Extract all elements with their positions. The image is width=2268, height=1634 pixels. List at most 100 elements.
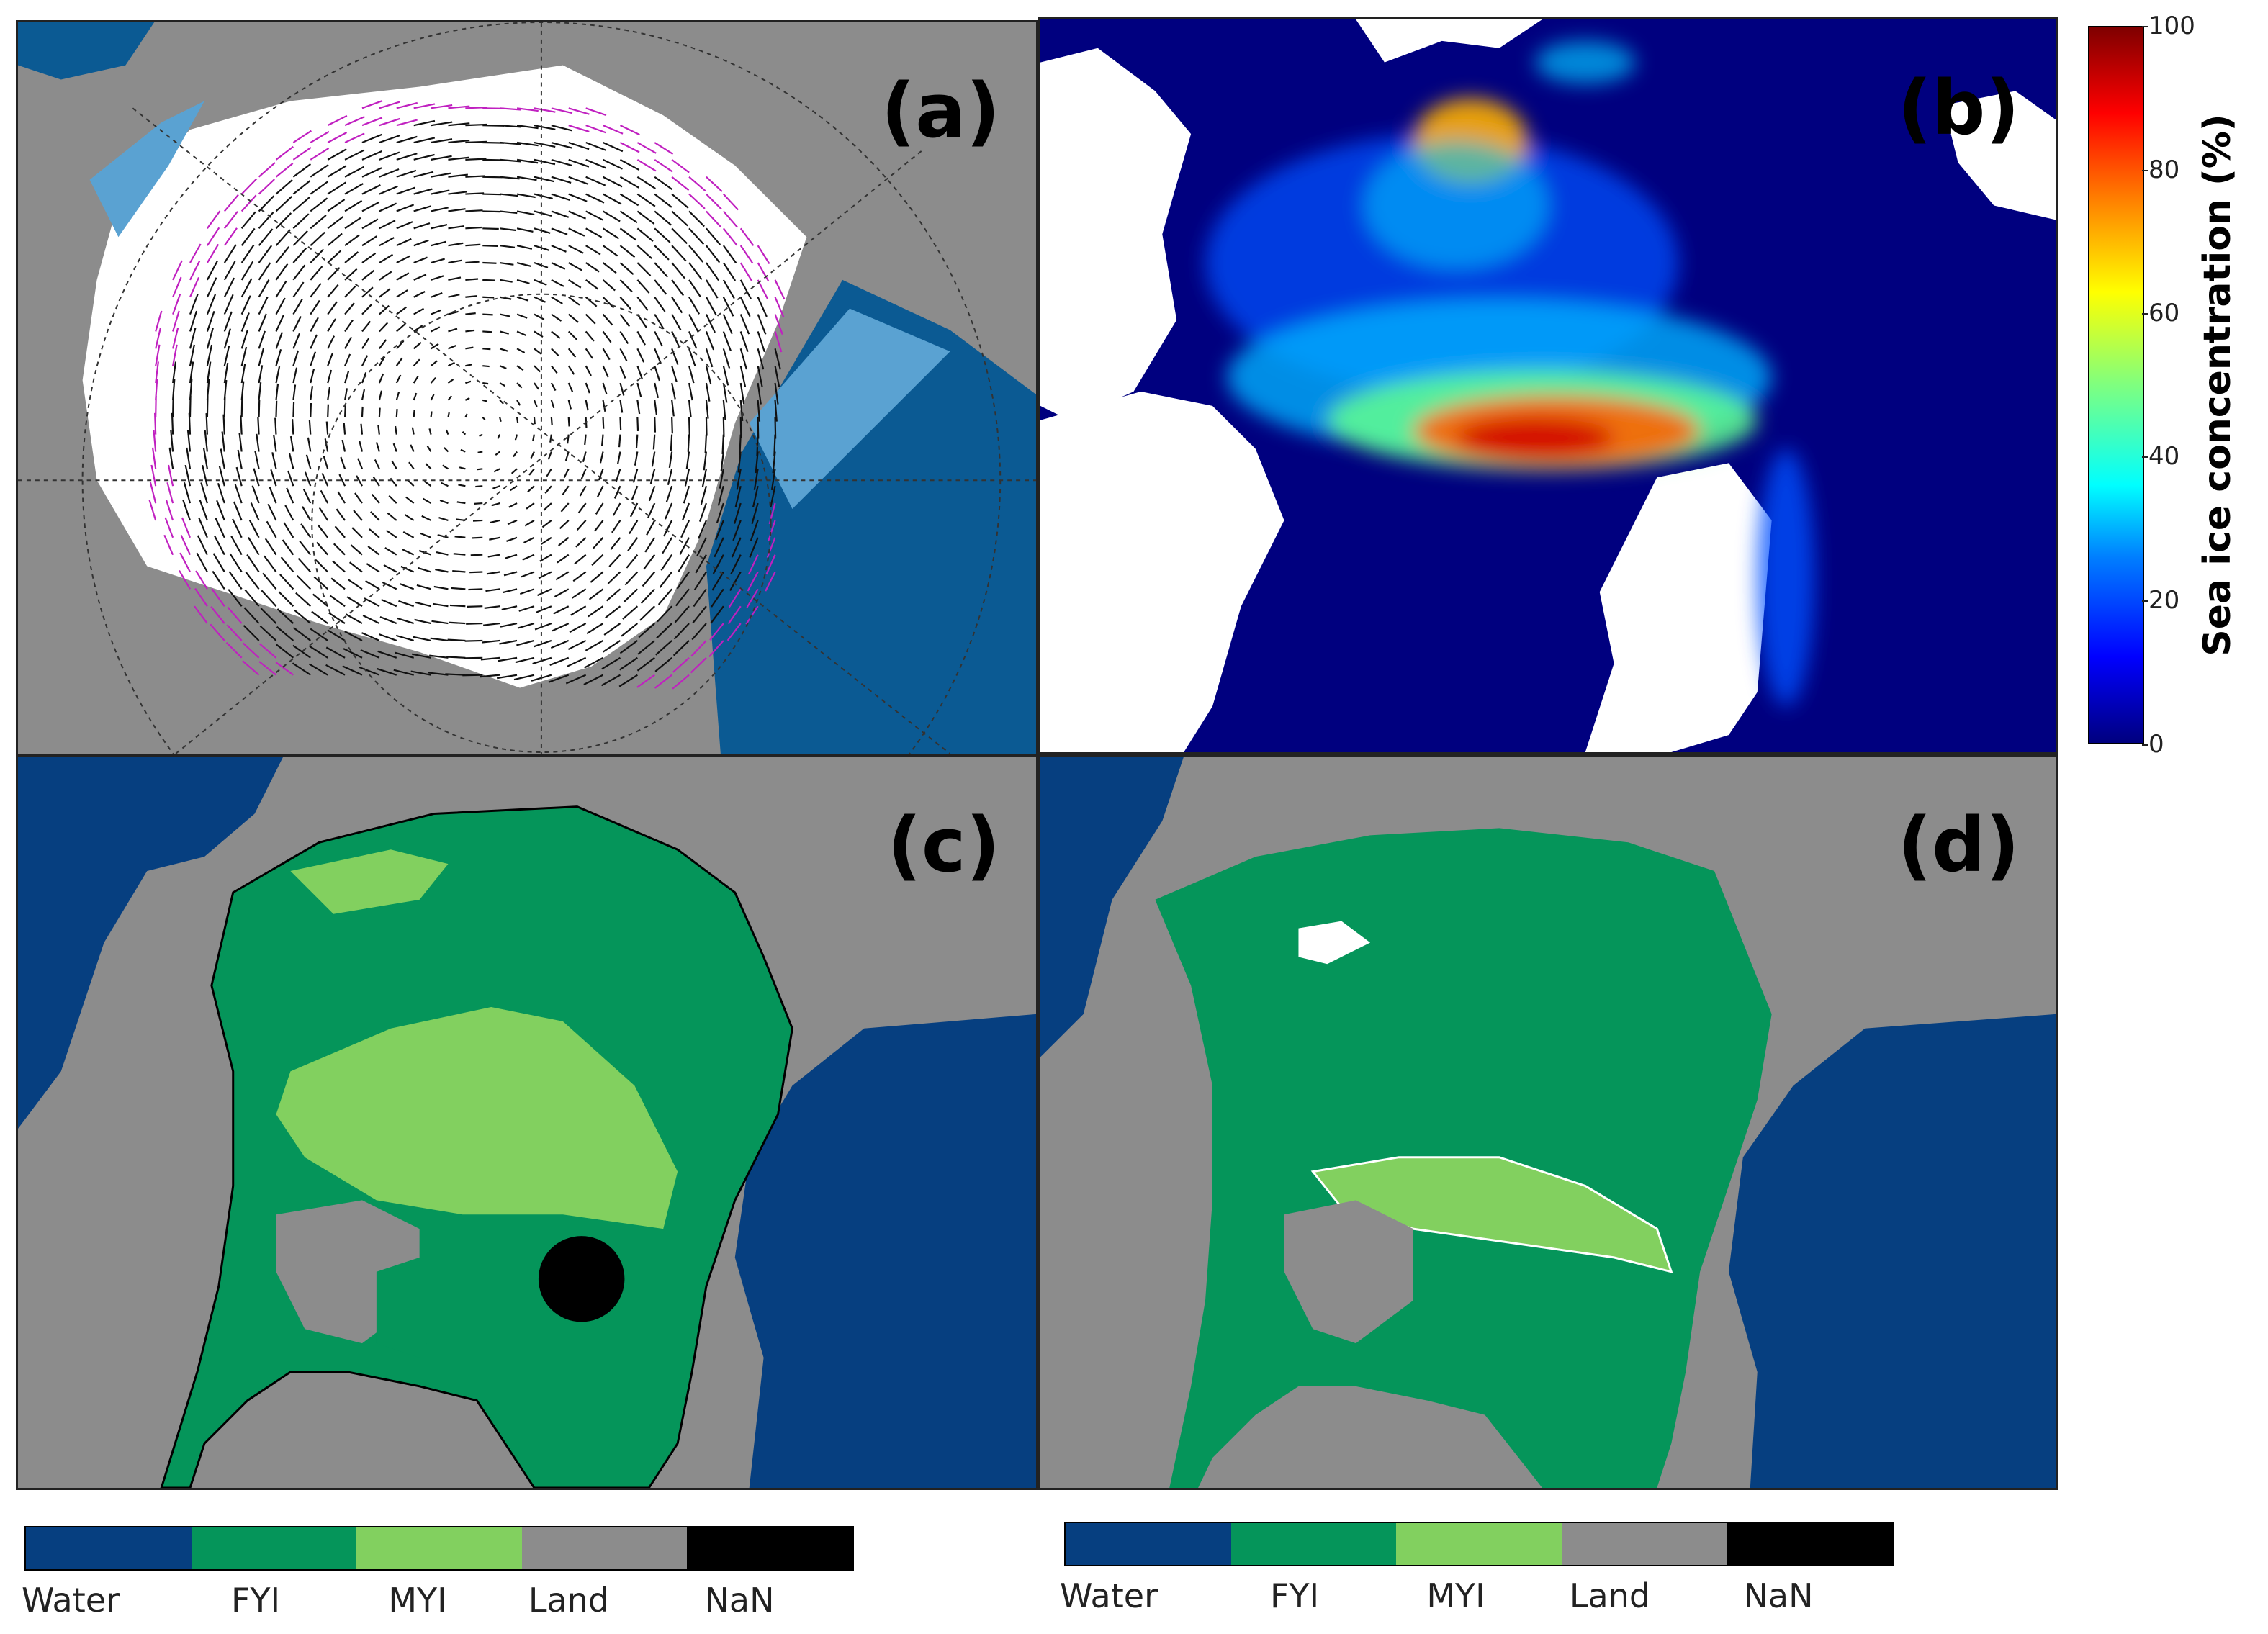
drift-vector	[751, 502, 759, 524]
drift-vector	[492, 485, 500, 489]
drift-vector	[334, 525, 346, 538]
drift-vector	[518, 605, 535, 612]
drift-vector	[394, 425, 397, 435]
drift-vector	[229, 553, 243, 573]
drift-vector	[634, 451, 639, 466]
drift-vector	[534, 313, 545, 320]
legend-c-fyi-label: FYI	[230, 1581, 281, 1620]
drift-vector	[567, 365, 575, 375]
drift-vector	[305, 454, 312, 469]
drift-vector	[291, 419, 294, 435]
drift-vector	[585, 125, 607, 134]
drift-vector	[706, 176, 723, 192]
drift-vector	[310, 164, 329, 178]
drift-vector	[516, 313, 528, 319]
drift-vector	[330, 577, 346, 590]
drift-vector	[627, 537, 639, 551]
drift-vector	[275, 229, 291, 246]
drift-vector	[278, 591, 294, 607]
drift-vector	[361, 150, 382, 161]
drift-vector	[706, 262, 719, 281]
drift-vector	[344, 217, 361, 230]
drift-vector	[431, 326, 441, 333]
drift-vector	[198, 517, 208, 538]
drift-vector	[480, 674, 500, 678]
drift-vector	[220, 448, 225, 469]
drift-vector	[671, 210, 688, 227]
drift-vector	[516, 330, 526, 336]
water-pacific	[18, 757, 284, 1129]
drift-vector	[580, 468, 587, 479]
drift-vector	[516, 210, 535, 216]
drift-vector	[551, 330, 561, 339]
drift-vector	[655, 623, 672, 639]
drift-vector	[379, 237, 395, 247]
ice-edge-pacific	[89, 101, 204, 238]
drift-vector	[550, 639, 570, 649]
drift-vector	[551, 158, 572, 167]
drift-vector	[584, 656, 604, 669]
drift-vector	[698, 520, 707, 539]
drift-vector	[636, 330, 646, 346]
drift-vector	[729, 571, 742, 591]
drift-vector	[448, 173, 468, 178]
drift-vector	[746, 588, 759, 608]
drift-vector	[279, 574, 294, 590]
drift-vector	[705, 417, 708, 436]
drift-vector	[684, 469, 690, 487]
drift-vector	[698, 502, 707, 522]
drift-vector	[323, 456, 329, 469]
drift-vector	[654, 158, 673, 173]
drift-vector	[274, 417, 277, 435]
drift-vector	[654, 297, 666, 312]
drift-vector	[654, 656, 672, 672]
drift-vector	[459, 466, 466, 470]
drift-vector	[448, 139, 470, 144]
drift-vector	[551, 279, 564, 287]
drift-vector	[413, 358, 420, 366]
drift-vector	[344, 234, 360, 247]
drift-vector	[325, 421, 329, 435]
drift-vector	[654, 193, 672, 208]
drift-vector	[243, 625, 260, 641]
drift-vector	[189, 243, 202, 263]
drift-vector	[235, 466, 243, 487]
drift-vector	[344, 183, 364, 195]
drift-vector	[310, 386, 314, 401]
drift-vector	[396, 119, 418, 127]
drift-vector	[206, 261, 218, 281]
drift-vector	[442, 464, 449, 470]
drift-vector	[310, 266, 323, 281]
drift-vector	[264, 555, 277, 573]
ice-concentration-map-svg	[1040, 19, 2056, 752]
drift-vector	[752, 485, 759, 507]
drift-vector	[465, 209, 483, 212]
drift-vector	[234, 484, 243, 504]
drift-vector	[420, 532, 431, 538]
drift-vector	[695, 554, 707, 574]
drift-vector	[431, 292, 443, 298]
drift-vector	[553, 605, 570, 615]
drift-vector	[654, 245, 670, 261]
drift-vector	[258, 330, 266, 349]
drift-vector	[636, 674, 655, 688]
drift-vector	[610, 537, 621, 551]
drift-vector	[736, 469, 742, 490]
drift-vector	[482, 193, 502, 196]
drift-vector	[344, 116, 365, 127]
drift-vector	[655, 640, 672, 656]
drift-vector	[465, 192, 485, 195]
drift-vector	[605, 605, 621, 619]
drift-vector	[586, 623, 604, 635]
drift-vector	[289, 453, 294, 469]
drift-vector	[223, 261, 236, 281]
drift-vector	[706, 210, 722, 228]
land-mask-left	[1040, 48, 1192, 420]
drift-vector	[227, 606, 243, 624]
drift-vector	[340, 456, 346, 469]
drift-vector	[167, 464, 174, 487]
legend-swatch-land	[1561, 1523, 1727, 1565]
drift-vector	[538, 571, 552, 579]
drift-vector	[654, 348, 662, 364]
drift-vector	[685, 451, 690, 469]
